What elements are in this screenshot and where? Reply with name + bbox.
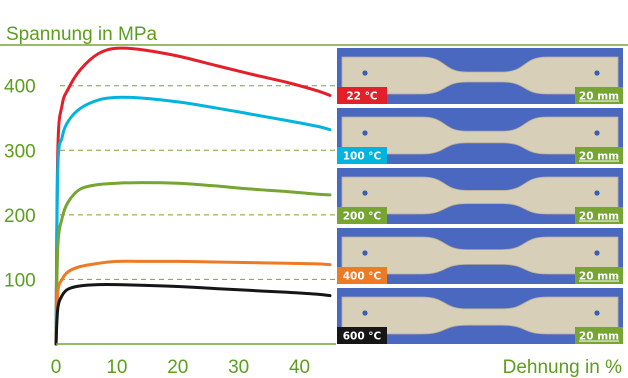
x-tick-20: 20 [167,357,188,378]
temperature-tag-bg [337,87,387,104]
x-axis-title: Dehnung in % [503,357,622,378]
specimen-shape [341,56,619,95]
temperature-tag-bg [337,207,387,224]
temperature-tag: 400 °C [343,271,382,283]
y-axis-title: Spannung in MPa [6,24,157,45]
specimen-photo: 22 °C 20 mm [337,48,623,104]
y-tick-300: 300 [4,141,36,162]
scale-label-bg [575,207,623,224]
specimen-hole [362,70,368,76]
scale-label-bg [575,267,623,284]
specimen-hole [594,130,600,136]
temperature-tag: 200 °C [343,211,382,223]
scale-label: 20 mm [579,91,619,103]
scale-label-bg [575,147,623,164]
specimen-photo: 100 °C 20 mm [337,108,623,164]
scale-label: 20 mm [579,331,619,343]
temperature-tag: 22 °C [346,91,378,103]
y-tick-100: 100 [4,270,36,291]
temperature-tag-bg [337,147,387,164]
temperature-tag: 600 °C [343,331,382,343]
specimen-hole [362,310,368,316]
y-tick-200: 200 [4,206,36,227]
scale-label: 20 mm [579,211,619,223]
temperature-tag: 100 °C [343,151,382,163]
specimen-hole [594,250,600,256]
specimen-photo: 200 °C 20 mm [337,168,623,224]
series-line-0 [54,46,332,346]
specimen-shape [341,116,619,155]
specimen-shape [341,176,619,215]
specimen-hole [594,310,600,316]
specimen-photo: 600 °C 20 mm [337,288,623,344]
scale-label-bg [575,327,623,344]
specimen-hole [594,70,600,76]
specimen-photo: 400 °C 20 mm [337,228,623,284]
specimen-hole [594,190,600,196]
temperature-tag-bg [337,267,387,284]
series-line-1 [54,95,332,346]
specimen-hole [362,190,368,196]
x-tick-0: 0 [51,357,62,378]
x-tick-40: 40 [289,357,310,378]
y-tick-400: 400 [4,77,36,98]
series-line-4 [54,282,332,346]
specimen-hole [362,130,368,136]
x-tick-10: 10 [106,357,127,378]
scale-label: 20 mm [579,271,619,283]
series-line-2 [54,181,332,346]
series-line-3 [54,259,332,346]
scale-label: 20 mm [579,151,619,163]
x-tick-30: 30 [228,357,249,378]
temperature-tag-bg [337,327,387,344]
scale-label-bg [575,87,623,104]
specimen-hole [362,250,368,256]
